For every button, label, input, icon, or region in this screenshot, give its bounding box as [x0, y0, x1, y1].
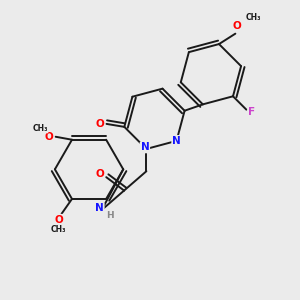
Text: H: H	[106, 211, 114, 220]
Text: CH₃: CH₃	[32, 124, 48, 133]
Text: O: O	[96, 119, 104, 129]
Text: O: O	[95, 169, 104, 179]
Text: CH₃: CH₃	[51, 225, 66, 234]
Text: N: N	[172, 136, 181, 146]
Text: F: F	[248, 107, 255, 117]
Text: O: O	[54, 215, 63, 225]
Text: O: O	[45, 132, 53, 142]
Text: O: O	[232, 21, 241, 31]
Text: N: N	[140, 142, 149, 152]
Text: CH₃: CH₃	[246, 13, 261, 22]
Text: N: N	[95, 203, 104, 213]
